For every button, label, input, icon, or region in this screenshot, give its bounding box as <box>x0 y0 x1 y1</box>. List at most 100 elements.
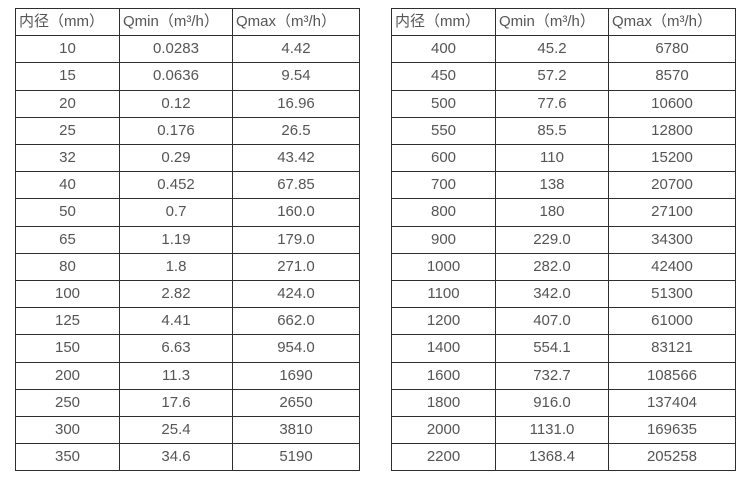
table-cell: 1400 <box>391 334 496 363</box>
table-cell: 282.0 <box>495 252 609 282</box>
table-cell: 83121 <box>608 334 736 363</box>
table-cell: 61000 <box>608 307 736 336</box>
table-row: 32 0.29 43.42 <box>15 144 360 173</box>
header-inner-diameter: 内径（mm） <box>15 7 120 37</box>
table-row: 1800 916.0 137404 <box>391 388 736 418</box>
table-cell: 12800 <box>608 116 736 146</box>
header-qmax: Qmax（m³/h） <box>608 7 736 37</box>
table-cell: 554.1 <box>495 334 609 363</box>
table-cell: 43.42 <box>232 144 360 173</box>
table-row: 1400 554.1 83121 <box>391 334 736 363</box>
table-cell: 900 <box>391 225 496 254</box>
table-cell: 169635 <box>608 416 736 445</box>
table-cell: 342.0 <box>495 280 609 309</box>
table-cell: 450 <box>391 62 496 91</box>
table-cell: 3810 <box>232 416 360 445</box>
table-row: 1100 342.0 51300 <box>391 280 736 309</box>
table-cell: 65 <box>15 225 120 254</box>
table-row: 1600 732.7 108566 <box>391 361 736 390</box>
table-cell: 350 <box>15 443 120 472</box>
table-cell: 108566 <box>608 361 736 390</box>
table-cell: 600 <box>391 144 496 173</box>
table-cell: 10600 <box>608 89 736 118</box>
table-row: 2200 1368.4 205258 <box>391 443 736 472</box>
table-cell: 20700 <box>608 171 736 200</box>
table-cell: 407.0 <box>495 307 609 336</box>
table-body-right: 400 45.2 6780 450 57.2 8570 500 77.6 10600 550 85.… <box>391 35 736 472</box>
table-row: 800 180 27100 <box>391 198 736 227</box>
table-cell: 100 <box>15 280 120 309</box>
table-row: 1000 282.0 42400 <box>391 252 736 282</box>
table-cell: 6780 <box>608 35 736 64</box>
table-cell: 4.42 <box>232 35 360 64</box>
table-cell: 2000 <box>391 416 496 445</box>
table-cell: 1.19 <box>119 225 233 254</box>
table-row: 500 77.6 10600 <box>391 89 736 118</box>
table-cell: 9.54 <box>232 62 360 91</box>
table-row: 15 0.0636 9.54 <box>15 62 360 91</box>
table-cell: 8570 <box>608 62 736 91</box>
table-row: 40 0.452 67.85 <box>15 171 360 200</box>
table-cell: 0.0283 <box>119 35 233 64</box>
table-cell: 1690 <box>232 361 360 390</box>
table-cell: 179.0 <box>232 225 360 254</box>
table-cell: 4.41 <box>119 307 233 336</box>
table-cell: 550 <box>391 116 496 146</box>
table-cell: 25 <box>15 116 120 146</box>
header-inner-diameter: 内径（mm） <box>391 7 496 37</box>
table-row: 125 4.41 662.0 <box>15 307 360 336</box>
table-cell: 40 <box>15 171 120 200</box>
table-cell: 2650 <box>232 388 360 418</box>
table-cell: 160.0 <box>232 198 360 227</box>
table-header-row-left: 内径（mm） Qmin（m³/h） Qmax（m³/h） <box>15 7 360 37</box>
table-cell: 250 <box>15 388 120 418</box>
table-row: 20 0.12 16.96 <box>15 89 360 118</box>
table-row: 250 17.6 2650 <box>15 388 360 418</box>
table-cell: 17.6 <box>119 388 233 418</box>
table-cell: 400 <box>391 35 496 64</box>
table-cell: 57.2 <box>495 62 609 91</box>
table-row: 25 0.176 26.5 <box>15 116 360 146</box>
table-cell: 6.63 <box>119 334 233 363</box>
flow-table-right: 内径（mm） Qmin（m³/h） Qmax（m³/h） 400 45.2 6780… <box>391 7 736 472</box>
table-cell: 1368.4 <box>495 443 609 472</box>
header-qmax: Qmax（m³/h） <box>232 7 360 37</box>
table-cell: 26.5 <box>232 116 360 146</box>
table-cell: 45.2 <box>495 35 609 64</box>
table-row: 150 6.63 954.0 <box>15 334 360 363</box>
table-cell: 2.82 <box>119 280 233 309</box>
table-cell: 0.29 <box>119 144 233 173</box>
table-cell: 138 <box>495 171 609 200</box>
table-row: 2000 1131.0 169635 <box>391 416 736 445</box>
table-cell: 0.0636 <box>119 62 233 91</box>
table-cell: 662.0 <box>232 307 360 336</box>
table-cell: 1.8 <box>119 252 233 282</box>
table-row: 700 138 20700 <box>391 171 736 200</box>
table-row: 200 11.3 1690 <box>15 361 360 390</box>
flow-table-left: 内径（mm） Qmin（m³/h） Qmax（m³/h） 10 0.0283 4.4… <box>15 7 360 472</box>
table-cell: 0.12 <box>119 89 233 118</box>
table-cell: 271.0 <box>232 252 360 282</box>
table-cell: 25.4 <box>119 416 233 445</box>
table-cell: 110 <box>495 144 609 173</box>
table-cell: 125 <box>15 307 120 336</box>
table-cell: 150 <box>15 334 120 363</box>
table-row: 400 45.2 6780 <box>391 35 736 64</box>
table-cell: 300 <box>15 416 120 445</box>
table-row: 550 85.5 12800 <box>391 116 736 146</box>
table-cell: 732.7 <box>495 361 609 390</box>
table-cell: 800 <box>391 198 496 227</box>
table-cell: 32 <box>15 144 120 173</box>
table-cell: 1600 <box>391 361 496 390</box>
table-cell: 27100 <box>608 198 736 227</box>
table-cell: 2200 <box>391 443 496 472</box>
table-cell: 137404 <box>608 388 736 418</box>
table-cell: 34300 <box>608 225 736 254</box>
table-cell: 1100 <box>391 280 496 309</box>
table-cell: 15 <box>15 62 120 91</box>
table-cell: 77.6 <box>495 89 609 118</box>
table-row: 600 110 15200 <box>391 144 736 173</box>
table-cell: 51300 <box>608 280 736 309</box>
table-cell: 42400 <box>608 252 736 282</box>
